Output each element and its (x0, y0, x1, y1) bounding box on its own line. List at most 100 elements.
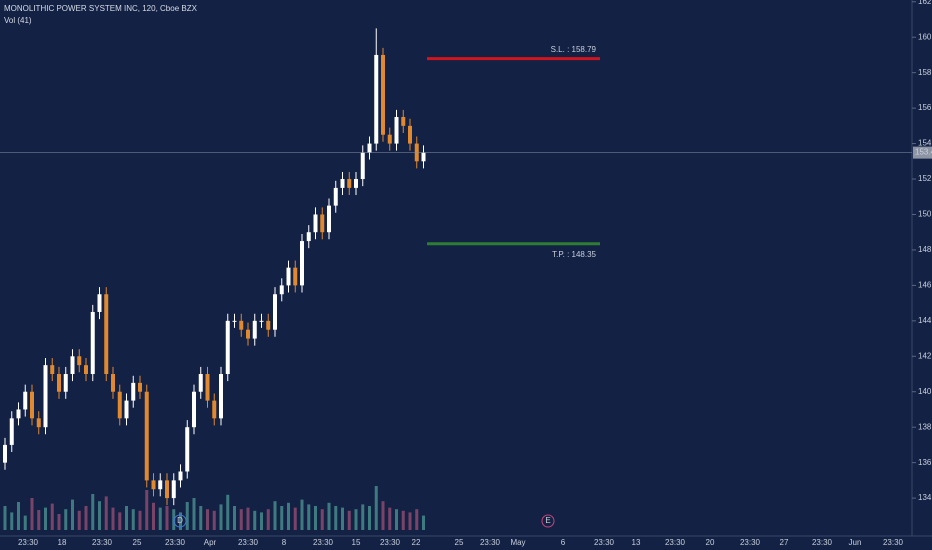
volume-bar (374, 486, 378, 530)
candle-body (394, 116, 399, 144)
volume-bar (293, 507, 297, 530)
x-tick-label: 27 (780, 538, 789, 547)
candle-body (266, 320, 271, 330)
event-label: D (177, 516, 183, 525)
candle-body (219, 374, 223, 419)
volume-bar (3, 506, 7, 530)
x-tick-label: 23:30 (165, 538, 186, 547)
x-tick-label: 18 (58, 538, 67, 547)
candle-body (360, 152, 365, 180)
volume-bar (44, 507, 47, 530)
y-tick-label: 152.00 (918, 174, 932, 183)
x-tick-label: 23:30 (18, 538, 39, 547)
candle-body (16, 409, 21, 419)
x-tick-label: May (510, 538, 525, 547)
level-label: S.L. : 158.79 (551, 45, 597, 54)
volume-label: Vol (41) (4, 16, 32, 25)
volume-bar (192, 498, 196, 530)
volume-bar (300, 499, 304, 530)
x-tick-label: Apr (204, 538, 217, 547)
x-tick-label: 25 (133, 538, 142, 547)
volume-bar (64, 509, 68, 530)
candle-body (192, 391, 196, 428)
candle-body (259, 320, 264, 322)
candle-body (138, 382, 142, 392)
candle-body (367, 143, 372, 153)
candle-body (340, 179, 345, 188)
volume-bar (253, 510, 257, 530)
x-tick-label: 23:30 (238, 538, 259, 547)
candle-body (104, 294, 109, 375)
candle-body (151, 480, 156, 490)
candle-body (327, 205, 331, 233)
volume-bar (233, 506, 236, 530)
volume-bar (226, 494, 230, 530)
candle-body (198, 374, 203, 392)
candle-body (381, 54, 385, 135)
candle-body (225, 320, 230, 375)
candle-body (97, 294, 102, 312)
y-tick-label: 138.00 (918, 422, 932, 431)
candle-body (387, 134, 392, 144)
candle-body (165, 480, 169, 499)
x-tick-label: 8 (282, 538, 287, 547)
volume-bar (199, 506, 203, 530)
x-tick-label: 23:30 (313, 538, 334, 547)
volume-bar (30, 498, 34, 530)
last-price-box (913, 146, 932, 159)
x-tick-label: 6 (561, 538, 566, 547)
volume-bar (273, 501, 277, 530)
volume-bar (118, 512, 122, 530)
candle-body (36, 418, 41, 428)
volume-bar (50, 503, 54, 530)
candle-body (239, 320, 244, 330)
candle-body (232, 320, 237, 322)
candle-body (178, 471, 183, 481)
y-tick-label: 142.00 (918, 351, 932, 360)
volume-bar (145, 490, 149, 530)
candle-body (252, 320, 257, 339)
candle-body (306, 232, 311, 242)
candle-body (320, 214, 325, 233)
x-tick-label: 23:30 (883, 538, 904, 547)
volume-bar (206, 509, 209, 530)
x-tick-label: 23:30 (480, 538, 501, 547)
volume-bar (131, 509, 135, 530)
volume-bar (246, 507, 250, 530)
event-label: E (545, 516, 550, 525)
volume-bar (239, 509, 243, 530)
last-price-label: 153.49 (915, 148, 932, 157)
candle-body (212, 400, 217, 419)
candle-body (421, 152, 426, 162)
candle-body (347, 179, 352, 188)
volume-bar (408, 512, 412, 530)
candle-body (70, 356, 75, 375)
volume-bar (158, 507, 162, 530)
volume-bar (111, 507, 115, 530)
candle-body (205, 374, 210, 401)
candle-body (3, 444, 7, 463)
y-tick-label: 148.00 (918, 245, 932, 254)
volume-bar (212, 510, 216, 530)
volume-bar (354, 509, 358, 530)
volume-bar (125, 506, 128, 530)
event-marker (541, 514, 555, 528)
candle-body (354, 179, 358, 188)
volume-bar (98, 501, 101, 530)
volume-bar (341, 507, 344, 530)
y-tick-label: 136.00 (918, 458, 932, 467)
volume-bar (361, 504, 365, 530)
x-tick-label: 23:30 (665, 538, 686, 547)
y-tick-label: 162.00 (918, 0, 932, 6)
volume-bar (17, 502, 20, 530)
x-tick-label: 13 (632, 538, 641, 547)
candle-body (171, 480, 176, 499)
volume-bar (165, 506, 169, 530)
candle-body (246, 329, 250, 339)
volume-bar (179, 512, 182, 530)
candle-body (273, 294, 277, 330)
volume-bar (347, 510, 351, 530)
x-tick-label: 22 (412, 538, 421, 547)
